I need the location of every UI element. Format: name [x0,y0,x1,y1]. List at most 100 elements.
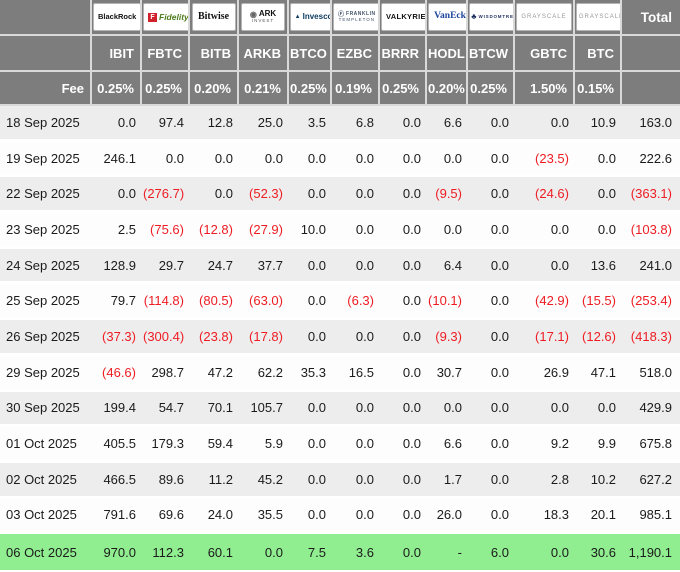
date-cell: 24 Sep 2025 [0,248,92,285]
flow-value-cell: (6.3) [332,284,380,321]
flow-value-cell: 179.3 [142,427,190,463]
grayscale-logo: GRAYSCALE [516,3,572,31]
flow-value-cell: - [427,534,468,571]
table-row: 01 Oct 2025 405.5 179.3 59.4 5.9 0.0 0.0 0.0 6.6… [0,427,680,463]
blackrock-logo-label: BlackRock [98,12,137,22]
flow-value-cell: (9.3) [427,320,468,356]
flow-value-cell: (27.9) [239,213,289,249]
flow-value-cell: 0.0 [289,177,332,214]
date-cell: 30 Sep 2025 [0,391,92,428]
invesco-icon: ▲ [294,13,301,20]
flow-value-cell: 0.0 [380,106,427,142]
flow-value-cell: 0.0 [380,141,427,178]
flow-value-cell: 25.0 [239,106,289,142]
table-row: 25 Sep 2025 79.7 (114.8) (80.5) (63.0) 0.0 (6.… [0,284,680,321]
flow-value-cell: 26.0 [427,498,468,535]
flow-value-cell: 0.0 [332,213,380,249]
flow-value-cell: 97.4 [142,106,190,142]
flow-value-cell: 3.5 [289,106,332,142]
flow-value-cell: 0.0 [332,498,380,535]
flow-value-cell: 970.0 [92,534,142,571]
ark-logo-label: ARK [258,9,277,19]
flow-value-cell: 2.5 [92,213,142,249]
total-value-cell: 675.8 [622,427,680,463]
flow-value-cell: 37.7 [239,248,289,285]
flow-value-cell: 0.0 [289,391,332,428]
flow-value-cell: 466.5 [92,462,142,499]
ticker-label-btcw: BTCW [468,36,515,72]
provider-logo-cell: VALKYRIE [380,0,427,36]
flow-value-cell: (75.6) [142,213,190,249]
franklin-icon: Ⓕ [338,11,345,18]
flow-value-cell: 0.0 [332,462,380,499]
flow-value-cell: 0.0 [380,391,427,428]
flow-value-cell: 89.6 [142,462,190,499]
flow-value-cell: 0.0 [468,106,515,142]
fee-row-total-spacer [622,72,680,106]
provider-logo-cell: Ⓕ FRANKLIN TEMPLETON [332,0,380,36]
grayscale2-logo: GRAYSCALE [576,3,620,31]
table-row: 23 Sep 2025 2.5 (75.6) (12.8) (27.9) 10.0 0.0 0… [0,213,680,249]
flow-value-cell: 0.0 [380,534,427,571]
flow-value-cell: 0.0 [289,248,332,285]
flow-value-cell: 0.0 [575,141,622,178]
date-cell: 22 Sep 2025 [0,177,92,214]
flow-value-cell: 0.0 [468,141,515,178]
flow-value-cell: 69.6 [142,498,190,535]
fee-value: 0.15% [575,72,622,106]
ark-logo-text: ◉ ARK [250,9,277,19]
flow-value-cell: (80.5) [190,284,239,321]
bitwise-logo-text: Bitwise [198,11,229,23]
flow-value-cell: 0.0 [380,284,427,321]
date-cell: 01 Oct 2025 [0,427,92,463]
flow-value-cell: 0.0 [575,391,622,428]
flow-value-cell: 0.0 [468,248,515,285]
flow-value-cell: 0.0 [380,427,427,463]
flow-value-cell: 3.6 [332,534,380,571]
flow-value-cell: 7.5 [289,534,332,571]
provider-logo-cell: ♣ WISDOMTREE [468,0,515,36]
flow-value-cell: (17.1) [515,320,575,356]
franklin-logo: Ⓕ FRANKLIN TEMPLETON [333,3,378,31]
date-cell: 02 Oct 2025 [0,462,92,499]
flow-value-cell: 12.8 [190,106,239,142]
flow-value-cell: (114.8) [142,284,190,321]
flow-value-cell: 13.6 [575,248,622,285]
flow-value-cell: 18.3 [515,498,575,535]
flow-value-cell: 24.0 [190,498,239,535]
date-cell: 03 Oct 2025 [0,498,92,535]
valkyrie-logo-text: VALKYRIE [386,13,425,21]
flow-value-cell: 0.0 [332,141,380,178]
flow-value-cell: 0.0 [190,141,239,178]
flow-value-cell: 0.0 [427,141,468,178]
flow-value-cell: 9.2 [515,427,575,463]
table-row: 30 Sep 2025 199.4 54.7 70.1 105.7 0.0 0.0 0.0 0.… [0,391,680,428]
flow-value-cell: 0.0 [332,248,380,285]
ticker-row-total-spacer [622,36,680,72]
flow-value-cell: (9.5) [427,177,468,214]
table-row: 02 Oct 2025 466.5 89.6 11.2 45.2 0.0 0.0 0.0 1.7… [0,462,680,499]
flow-value-cell: 11.2 [190,462,239,499]
total-value-cell: 163.0 [622,106,680,142]
total-column-header: Total [622,0,680,36]
date-cell: 23 Sep 2025 [0,213,92,249]
vaneck-logo-label: VanEck [434,11,466,22]
flow-value-cell: 112.3 [142,534,190,571]
flow-value-cell: 0.0 [468,177,515,214]
flow-value-cell: 20.1 [575,498,622,535]
flow-value-cell: 791.6 [92,498,142,535]
ticker-label-btco: BTCO [289,36,332,72]
grayscale2-logo-text: GRAYSCALE [579,14,620,20]
flow-value-cell: 0.0 [468,320,515,356]
flow-value-cell: 0.0 [332,177,380,214]
franklin-logo-label: FRANKLIN [346,11,376,18]
flow-value-cell: 0.0 [289,284,332,321]
ticker-label-hodl: HODL [427,36,468,72]
flow-value-cell: 0.0 [289,462,332,499]
fee-row-label: Fee [0,72,92,106]
ark-logo-subtext: INVEST [251,17,275,23]
provider-logo-cell: VanEck [427,0,468,36]
flow-value-cell: 0.0 [380,355,427,392]
flow-value-cell: 0.0 [515,248,575,285]
